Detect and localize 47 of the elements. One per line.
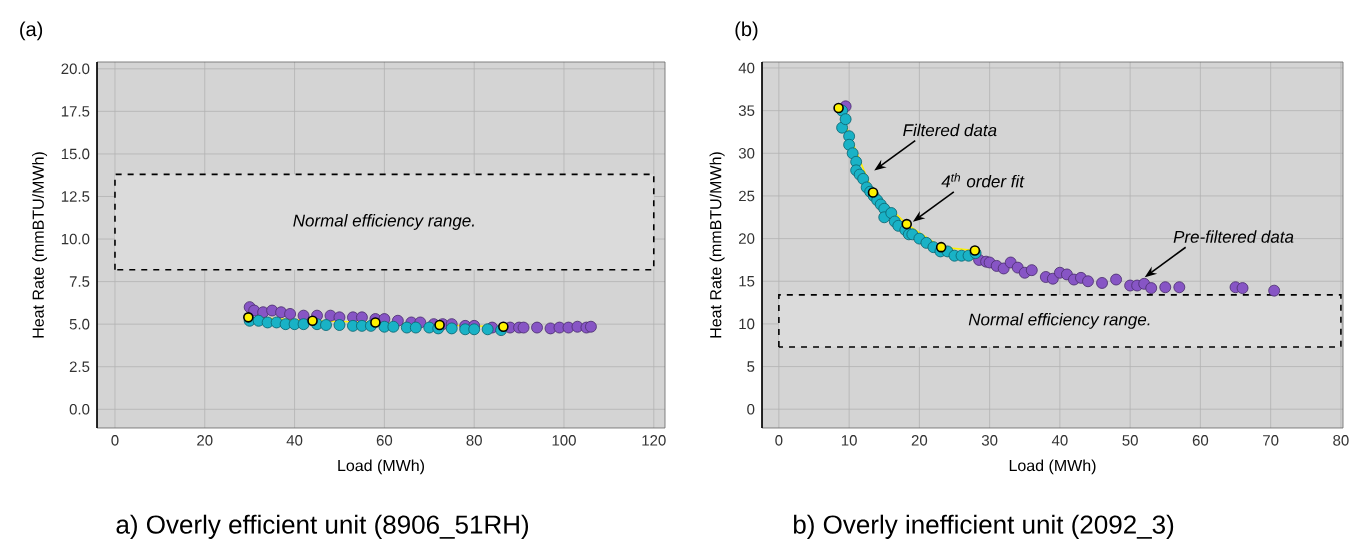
x-tick-label: 120 bbox=[642, 435, 666, 446]
y-tick-label: 40 bbox=[738, 62, 755, 74]
y-tick-label: 0 bbox=[747, 403, 755, 415]
x-tick-label: 60 bbox=[1192, 435, 1209, 446]
x-tick-label: 70 bbox=[1263, 435, 1279, 446]
y-tick-label: 20.0 bbox=[61, 63, 90, 75]
y-tick-label: 35 bbox=[738, 105, 755, 116]
x-tick-label: 0 bbox=[775, 435, 783, 446]
y-tick-label: 2.5 bbox=[69, 361, 90, 373]
y-tick-label: 15.0 bbox=[61, 148, 90, 160]
x-tick-label: 30 bbox=[981, 435, 998, 446]
y-tick-label: 10.0 bbox=[61, 233, 90, 245]
band-label: Normal efficiency range. bbox=[293, 214, 474, 230]
y-tick-label: 12.5 bbox=[61, 191, 90, 202]
x-tick-label: 50 bbox=[1122, 435, 1138, 446]
y-tick-label: 17.5 bbox=[61, 106, 90, 117]
x-tick-label: 40 bbox=[286, 435, 303, 446]
y-tick-label: 15 bbox=[739, 276, 755, 287]
chart-title: (b) bbox=[735, 21, 758, 41]
y-tick-label: 5 bbox=[747, 361, 755, 372]
x-tick-label: 100 bbox=[552, 435, 576, 446]
text: b) Overly inefficient unit (2092_3) bbox=[793, 514, 1174, 539]
y-tick-label: 7.5 bbox=[69, 276, 90, 287]
x-tick-label: 40 bbox=[1051, 435, 1068, 446]
x-tick-label: 20 bbox=[911, 435, 928, 446]
x-axis-title: Load (MWh) bbox=[1009, 459, 1096, 475]
y-tick-label: 5.0 bbox=[69, 318, 90, 330]
y-axis-title: Heat Rate (mmBTU/MWh) bbox=[32, 152, 48, 338]
chart-title: (a) bbox=[20, 21, 43, 41]
y-tick-label: 10 bbox=[739, 318, 755, 330]
y-tick-label: 25 bbox=[739, 190, 755, 202]
x-tick-label: 20 bbox=[197, 435, 213, 446]
x-tick-label: 60 bbox=[376, 435, 393, 446]
x-tick-label: 10 bbox=[841, 435, 857, 446]
x-tick-label: 0 bbox=[111, 435, 119, 446]
annotation: Filtered data bbox=[903, 123, 997, 137]
band-label: Normal efficiency range. bbox=[968, 313, 1150, 329]
y-tick-label: 30 bbox=[738, 147, 755, 159]
annotation: Pre-filtered data bbox=[1173, 230, 1294, 243]
x-tick-label: 80 bbox=[466, 435, 482, 446]
y-tick-label: 20 bbox=[739, 233, 755, 244]
annotation: 4$^{th}$ order fit bbox=[941, 172, 1025, 188]
x-tick-label: 80 bbox=[1333, 435, 1349, 446]
y-axis-title: Heat Rate (mmBTU/MWh) bbox=[709, 152, 725, 338]
y-tick-label: 0.0 bbox=[69, 403, 90, 415]
text: a) Overly efficient unit (8906_51RH) bbox=[116, 514, 529, 539]
x-axis-title: Load (MWh) bbox=[338, 459, 424, 475]
